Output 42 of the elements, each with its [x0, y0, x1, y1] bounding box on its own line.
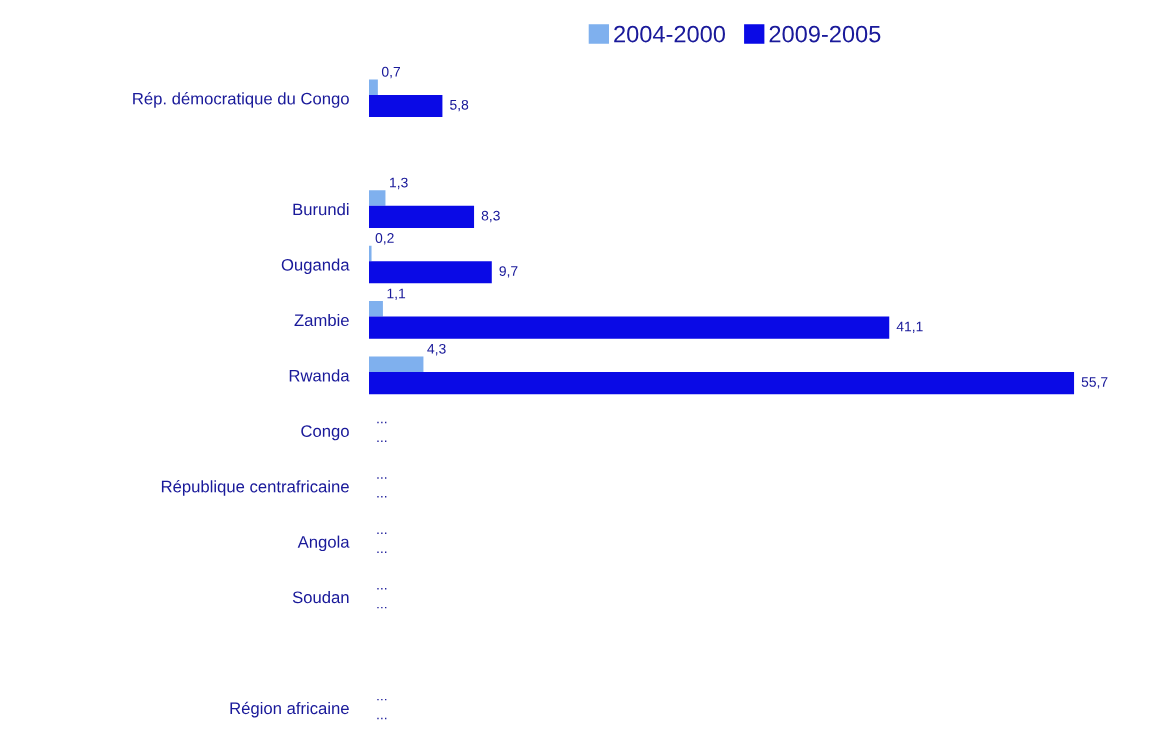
bar: [369, 316, 890, 339]
legend-label: 2009-2005: [769, 25, 881, 43]
data-label: 1,1: [387, 288, 406, 300]
bar: [369, 301, 383, 317]
bar: [369, 261, 492, 284]
data-label: 41,1: [896, 321, 923, 334]
data-label: 0,7: [381, 66, 400, 79]
data-label: 0,2: [375, 233, 394, 245]
data-label: 4,3: [427, 343, 446, 356]
text: ...: [377, 588, 387, 590]
y-tick-label: Soudan: [292, 590, 349, 604]
y-tick-label: Ouganda: [281, 258, 350, 274]
bar: [369, 205, 475, 228]
y-tick-label: Zambie: [294, 313, 349, 327]
bar: [369, 190, 386, 206]
text: ...: [377, 477, 387, 479]
y-tick-label: Burundi: [293, 203, 349, 216]
text: ...: [377, 440, 387, 443]
y-tick-label: Région africaine: [230, 701, 349, 718]
y-tick-label: Rwanda: [289, 369, 350, 382]
y-tick-label: République centrafricaine: [161, 480, 349, 496]
bar: [369, 372, 1075, 395]
text: ...: [377, 532, 387, 535]
legend-label: 2004-2000: [614, 25, 725, 43]
bar: [369, 356, 424, 373]
bar: [369, 245, 372, 262]
y-tick-label: Angola: [297, 535, 350, 552]
data-label: 5,8: [450, 99, 469, 112]
text: ...: [377, 606, 387, 609]
text: ...: [377, 421, 387, 424]
text: ...: [377, 717, 387, 720]
data-label: 1,3: [390, 177, 408, 190]
bar: [369, 79, 378, 95]
data-label: 9,7: [499, 266, 518, 278]
y-tick-label: Rép. démocratique du Congo: [133, 92, 349, 108]
data-label: 8,3: [481, 210, 500, 223]
data-label: 55,7: [1081, 377, 1108, 389]
bar: [369, 94, 443, 118]
text: ...: [377, 698, 387, 701]
y-tick-label: Congo: [301, 425, 349, 441]
text: ...: [377, 551, 387, 553]
text: ...: [377, 496, 387, 498]
